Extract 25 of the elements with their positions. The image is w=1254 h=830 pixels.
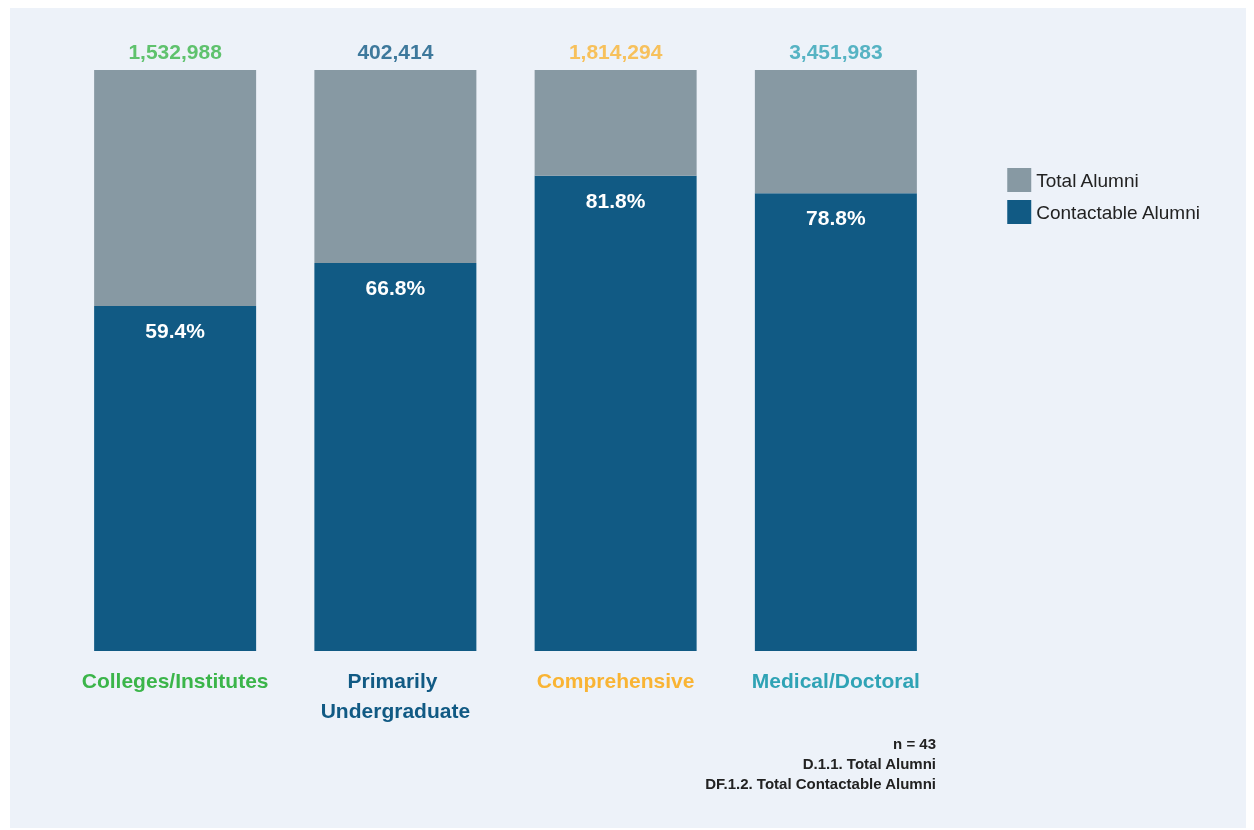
bar (314, 70, 477, 263)
text: D.1.1. Total Alumni (802, 755, 936, 772)
data-label: 66.8% (365, 275, 426, 299)
x-tick-label: Primarily Undergraduate (320, 668, 471, 722)
annotation: 1,532,988 (128, 39, 223, 63)
data-label: 81.8% (585, 188, 646, 212)
data-label: 78.8% (806, 206, 866, 230)
annotation: 3,451,983 (789, 39, 883, 63)
bar (94, 305, 257, 651)
bar (754, 70, 917, 194)
text: DF.1.2. Total Contactable Alumni (705, 775, 936, 792)
text: n = 43 (893, 735, 936, 752)
bar (534, 70, 697, 176)
bar (534, 175, 697, 651)
x-tick-label: Colleges/Institutes (81, 668, 269, 692)
x-tick-label: Comprehensive (536, 668, 695, 692)
bar (314, 262, 477, 651)
bar (754, 193, 917, 651)
bar (94, 70, 257, 306)
annotation: 1,814,294 (568, 39, 663, 63)
data-label: 59.4% (145, 318, 206, 342)
legend-label: Contactable Alumni (1036, 201, 1200, 223)
x-tick-label: Medical/Doctoral (751, 668, 920, 692)
legend-label: Total Alumni (1036, 169, 1139, 191)
annotation: 402,414 (357, 39, 434, 63)
